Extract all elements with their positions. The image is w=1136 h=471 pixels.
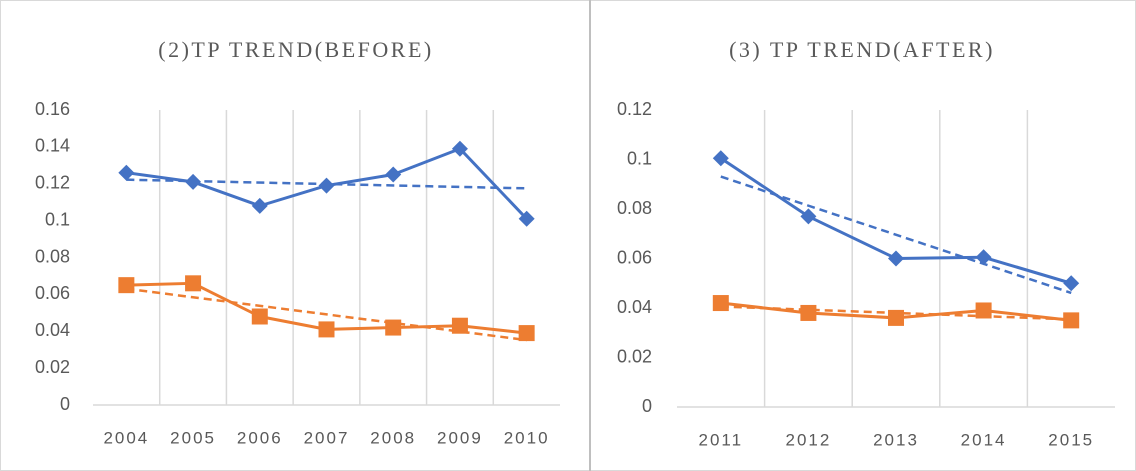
y-tick-label: 0.06 bbox=[617, 247, 652, 267]
x-tick-label: 2010 bbox=[504, 428, 550, 447]
marker bbox=[451, 317, 468, 334]
marker bbox=[712, 150, 729, 167]
y-tick-label: 0 bbox=[60, 394, 70, 414]
marker bbox=[800, 304, 817, 321]
marker bbox=[712, 295, 729, 312]
x-tick-label: 2007 bbox=[304, 428, 350, 447]
chart-title: (2)TP TREND(BEFORE) bbox=[158, 37, 433, 62]
marker bbox=[318, 321, 335, 338]
y-tick-label: 0.16 bbox=[35, 99, 70, 119]
x-tick-label: 2008 bbox=[370, 428, 416, 447]
y-tick-label: 0.04 bbox=[35, 320, 70, 340]
marker bbox=[251, 197, 268, 214]
y-tick-label: 0.08 bbox=[35, 246, 70, 266]
marker bbox=[1063, 312, 1080, 329]
marker bbox=[318, 177, 335, 194]
y-tick-label: 0.08 bbox=[617, 198, 652, 218]
marker bbox=[118, 164, 135, 181]
marker bbox=[118, 277, 135, 294]
marker bbox=[251, 308, 268, 325]
x-tick-label: 2009 bbox=[437, 428, 483, 447]
y-tick-label: 0.12 bbox=[35, 173, 70, 193]
x-tick-label: 2011 bbox=[699, 430, 744, 449]
marker bbox=[518, 325, 535, 342]
y-tick-label: 0.02 bbox=[617, 346, 652, 366]
marker bbox=[385, 319, 402, 336]
chart-title: (3) TP TREND(AFTER) bbox=[729, 37, 995, 62]
y-tick-label: 0.1 bbox=[627, 148, 652, 168]
marker bbox=[888, 250, 904, 267]
marker bbox=[451, 140, 468, 157]
marker bbox=[185, 275, 202, 292]
trendline bbox=[720, 175, 1072, 295]
trendline bbox=[126, 287, 527, 342]
y-tick-label: 0 bbox=[642, 396, 652, 416]
marker bbox=[888, 309, 904, 326]
marker bbox=[518, 210, 535, 227]
y-tick-label: 0.02 bbox=[35, 357, 70, 377]
marker bbox=[385, 166, 402, 183]
y-tick-label: 0.12 bbox=[617, 99, 652, 119]
marker bbox=[975, 249, 992, 266]
marker bbox=[975, 302, 992, 319]
x-tick-label: 2013 bbox=[873, 430, 919, 449]
y-tick-label: 0.04 bbox=[617, 297, 652, 317]
y-tick-label: 0.1 bbox=[45, 209, 70, 229]
x-tick-label: 2014 bbox=[961, 430, 1007, 449]
y-tick-label: 0.06 bbox=[35, 283, 70, 303]
marker bbox=[185, 173, 202, 190]
marker bbox=[800, 208, 817, 225]
marker bbox=[1063, 275, 1080, 292]
x-tick-label: 2006 bbox=[237, 428, 283, 447]
x-tick-label: 2005 bbox=[170, 428, 216, 447]
x-tick-label: 2012 bbox=[785, 430, 831, 449]
x-tick-label: 2015 bbox=[1048, 430, 1094, 449]
x-tick-label: 2004 bbox=[103, 428, 149, 447]
y-tick-label: 0.14 bbox=[35, 136, 70, 156]
